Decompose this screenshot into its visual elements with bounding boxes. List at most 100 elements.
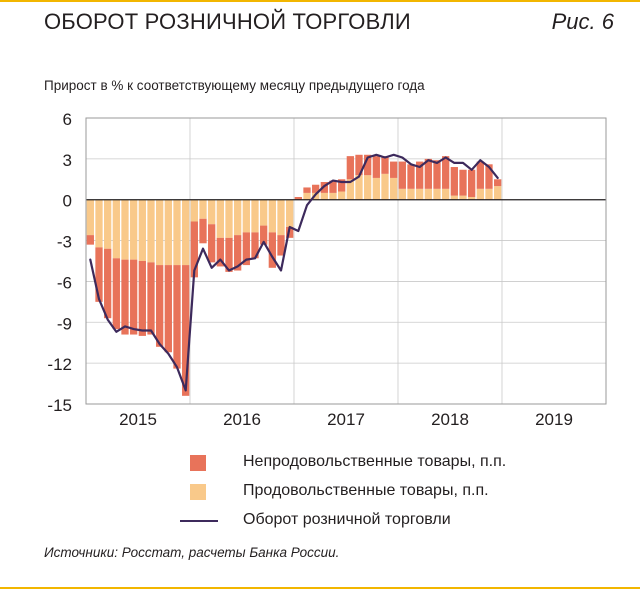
bar-non-food <box>442 156 450 189</box>
bar-food <box>190 199 198 222</box>
x-tick-label: 2016 <box>223 410 261 429</box>
bar-food <box>121 199 129 260</box>
bar-food <box>182 199 190 266</box>
bar-non-food <box>95 247 103 302</box>
x-tick-label: 2017 <box>327 410 365 429</box>
bar-food <box>147 199 155 263</box>
bar-food <box>355 175 363 200</box>
bar-food <box>398 188 406 200</box>
bar-food <box>329 192 337 200</box>
bar-non-food <box>355 154 363 176</box>
bar-non-food <box>459 169 467 196</box>
bar-food <box>234 199 242 236</box>
y-tick-label: -6 <box>57 273 72 292</box>
bar-non-food <box>476 161 484 189</box>
bar-non-food <box>485 164 493 189</box>
sources-note: Источники: Росстат, расчеты Банка России… <box>44 545 340 560</box>
bar-food <box>130 199 138 260</box>
bar-non-food <box>164 265 172 353</box>
bar-non-food <box>208 224 216 263</box>
plot-frame <box>85 117 607 405</box>
total-line-layer <box>89 153 499 392</box>
bar-food <box>277 199 285 236</box>
bar-food <box>364 175 372 200</box>
y-tick-label: 6 <box>63 110 72 129</box>
bar-non-food <box>225 237 233 272</box>
bars <box>86 154 502 396</box>
bar-non-food <box>199 218 207 244</box>
bar-food <box>442 188 450 200</box>
y-tick-label: -3 <box>57 233 72 252</box>
bar-food <box>251 199 259 233</box>
bar-non-food <box>424 158 432 189</box>
bar-food <box>494 186 502 200</box>
bar-non-food <box>390 161 398 178</box>
bar-food <box>416 188 424 200</box>
bar-food <box>346 179 354 200</box>
bar-non-food <box>329 180 337 193</box>
y-tick-label: -15 <box>47 396 72 415</box>
bar-food <box>468 196 476 200</box>
bar-non-food <box>364 154 372 176</box>
bar-food <box>286 199 294 227</box>
bar-non-food <box>372 156 380 178</box>
bar-food <box>433 188 441 200</box>
bar-non-food <box>121 259 129 335</box>
bottom-accent-rule <box>0 587 640 589</box>
bar-non-food <box>398 161 406 189</box>
bar-food <box>312 192 320 200</box>
bar-food <box>303 192 311 200</box>
bar-food <box>173 199 181 266</box>
bar-non-food <box>130 259 138 335</box>
y-tick-label: -12 <box>47 355 72 374</box>
bar-non-food <box>242 232 250 266</box>
bar-food <box>338 191 346 200</box>
bar-food <box>424 188 432 200</box>
bar-non-food <box>407 164 415 189</box>
bar-food <box>459 195 467 200</box>
bar-non-food <box>216 237 224 267</box>
x-tick-labels: 2015 2016 2017 2018 2019 <box>119 410 573 429</box>
bar-non-food <box>468 169 476 197</box>
gridlines <box>86 117 606 405</box>
bar-non-food <box>173 265 181 369</box>
bar-food <box>450 195 458 200</box>
bar-non-food <box>346 156 354 180</box>
bar-food <box>104 199 112 249</box>
bar-food <box>95 199 103 248</box>
bar-non-food <box>112 258 120 330</box>
bar-non-food <box>433 160 441 189</box>
bar-non-food <box>268 232 276 268</box>
bar-non-food <box>156 265 164 347</box>
bar-food <box>138 199 146 261</box>
bar-food <box>381 173 389 200</box>
bar-non-food <box>381 156 389 174</box>
bar-non-food <box>277 235 285 256</box>
x-tick-label: 2015 <box>119 410 157 429</box>
y-tick-label: 0 <box>63 192 72 211</box>
bar-food <box>372 177 380 200</box>
figure-title: ОБОРОТ РОЗНИЧНОЙ ТОРГОВЛИ <box>44 9 411 34</box>
total-turnover-line <box>89 153 499 392</box>
bar-non-food <box>450 167 458 196</box>
bar-non-food <box>104 248 112 319</box>
bar-non-food <box>416 161 424 189</box>
bar-food <box>225 199 233 238</box>
bar-food <box>268 199 276 233</box>
bar-food <box>476 188 484 200</box>
bar-food <box>208 199 216 225</box>
bar-food <box>156 199 164 266</box>
bar-non-food <box>234 235 242 271</box>
bar-non-food <box>138 261 146 336</box>
bar-food <box>199 199 207 219</box>
bar-non-food <box>294 196 302 200</box>
y-tick-label: -9 <box>57 314 72 333</box>
bar-non-food <box>303 187 311 193</box>
y-tick-label: 3 <box>63 151 72 170</box>
bar-food <box>390 177 398 200</box>
bar-non-food <box>494 179 502 187</box>
bar-food <box>242 199 250 233</box>
bar-food <box>407 188 415 200</box>
bar-non-food <box>312 184 320 193</box>
